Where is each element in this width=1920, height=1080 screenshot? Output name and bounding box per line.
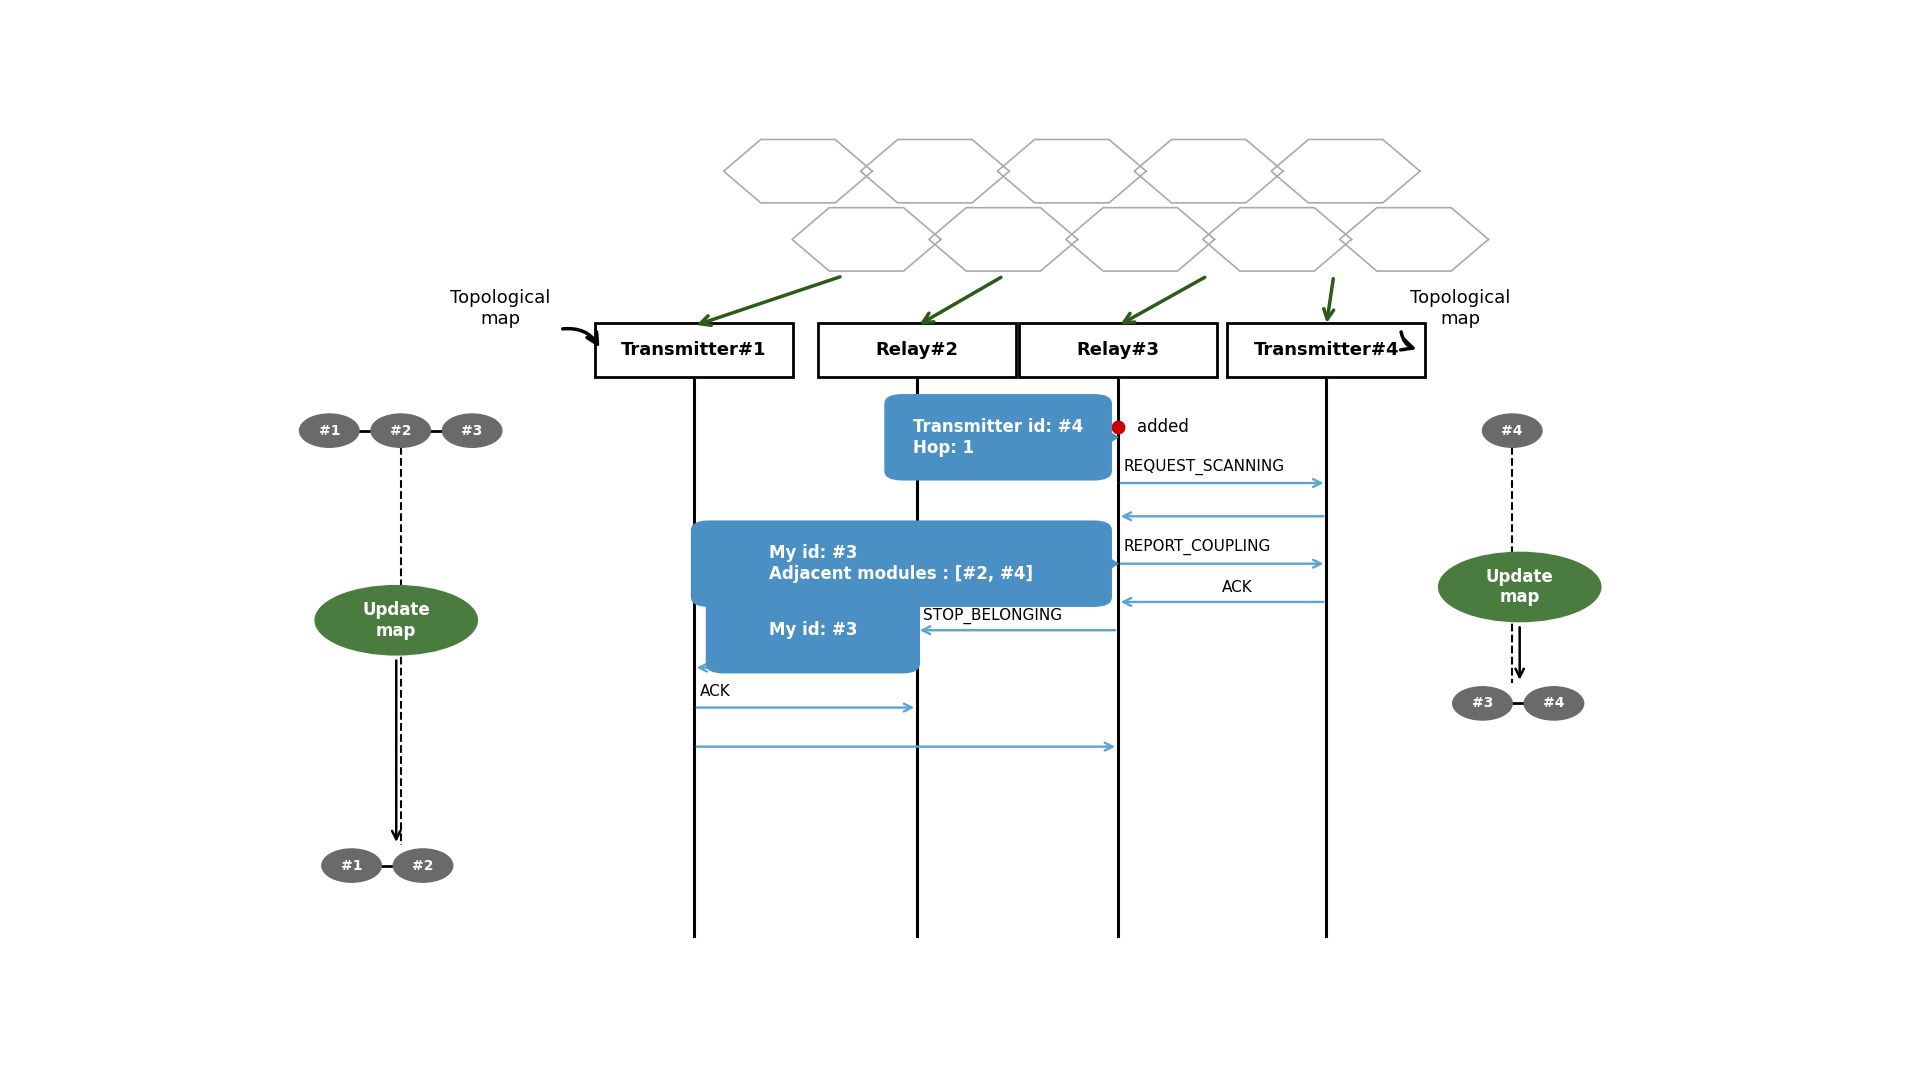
Polygon shape xyxy=(902,616,918,645)
Circle shape xyxy=(300,414,359,447)
FancyBboxPatch shape xyxy=(1020,323,1217,377)
Polygon shape xyxy=(1094,422,1117,453)
Text: REQUEST_SCANNING: REQUEST_SCANNING xyxy=(1123,459,1284,475)
Text: #4: #4 xyxy=(1544,697,1565,711)
FancyBboxPatch shape xyxy=(707,586,920,674)
Ellipse shape xyxy=(315,585,478,656)
Text: added: added xyxy=(1137,418,1188,436)
Text: #2: #2 xyxy=(390,423,411,437)
Text: #1: #1 xyxy=(319,423,340,437)
Text: ACK: ACK xyxy=(699,685,730,699)
Text: #1: #1 xyxy=(342,859,363,873)
Circle shape xyxy=(371,414,430,447)
Text: #2: #2 xyxy=(413,859,434,873)
FancyBboxPatch shape xyxy=(595,323,793,377)
Text: #4: #4 xyxy=(1501,423,1523,437)
Text: My id: #3
Adjacent modules : [#2, #4]: My id: #3 Adjacent modules : [#2, #4] xyxy=(770,544,1033,583)
Text: My id: #3: My id: #3 xyxy=(768,621,856,639)
Text: Relay#3: Relay#3 xyxy=(1077,341,1160,359)
Text: Update
map: Update map xyxy=(363,600,430,639)
Text: Topological
map: Topological map xyxy=(449,289,551,328)
Circle shape xyxy=(1482,414,1542,447)
Circle shape xyxy=(442,414,501,447)
Ellipse shape xyxy=(1438,552,1601,622)
Text: Topological
map: Topological map xyxy=(1409,289,1511,328)
FancyBboxPatch shape xyxy=(818,323,1016,377)
Text: Transmitter#1: Transmitter#1 xyxy=(620,341,766,359)
FancyBboxPatch shape xyxy=(691,521,1112,607)
Text: REPORT_COUPLING: REPORT_COUPLING xyxy=(1123,539,1271,555)
Text: #3: #3 xyxy=(461,423,482,437)
Polygon shape xyxy=(1094,549,1117,579)
Text: ACK: ACK xyxy=(1221,580,1252,595)
Text: #3: #3 xyxy=(1473,697,1494,711)
Text: Update
map: Update map xyxy=(1486,568,1553,606)
FancyBboxPatch shape xyxy=(885,394,1112,481)
Circle shape xyxy=(323,849,382,882)
Text: STOP_BELONGING: STOP_BELONGING xyxy=(924,607,1062,623)
Text: Transmitter#4: Transmitter#4 xyxy=(1254,341,1400,359)
Circle shape xyxy=(1524,687,1584,720)
Text: Relay#2: Relay#2 xyxy=(876,341,958,359)
FancyBboxPatch shape xyxy=(1227,323,1425,377)
Text: Transmitter id: #4
Hop: 1: Transmitter id: #4 Hop: 1 xyxy=(914,418,1083,457)
Circle shape xyxy=(394,849,453,882)
Circle shape xyxy=(1453,687,1513,720)
